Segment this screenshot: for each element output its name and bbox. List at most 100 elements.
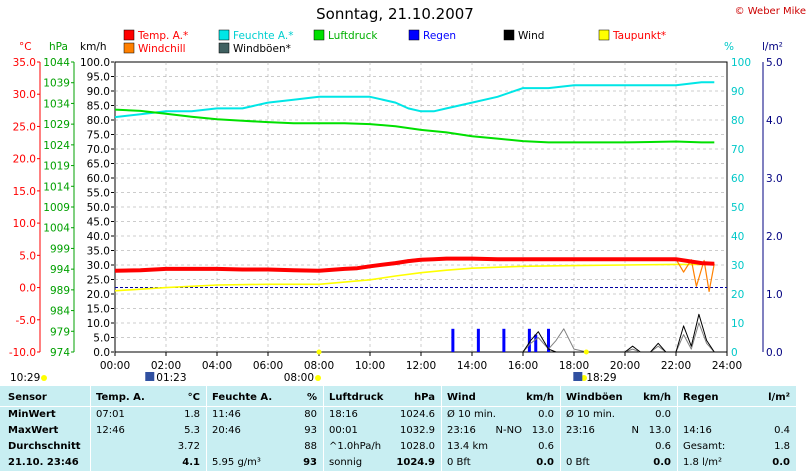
pressure-line <box>114 108 715 144</box>
stats-cell-value: 88 <box>304 441 317 452</box>
wind-line <box>522 313 715 353</box>
wind-tick-label: 10.0 <box>87 318 110 330</box>
pressure-tick-label: 979 <box>50 326 70 338</box>
wind-tick-label: 25.0 <box>87 275 110 287</box>
x-tick-label: 22:00 <box>661 360 691 372</box>
temp-tick-label: -10.0 <box>9 347 36 359</box>
rain-bar <box>502 328 506 352</box>
stats-divider <box>560 386 561 471</box>
humidity-tick-label: 90 <box>731 86 744 98</box>
gust-line <box>522 322 715 353</box>
dewpoint-line <box>114 263 715 292</box>
stats-header-label: Windböen <box>566 392 623 403</box>
sunset-sun-icon <box>581 375 587 381</box>
wind-tick-label: 100.0 <box>80 57 110 69</box>
sunrise-label: 08:00 <box>284 372 314 384</box>
stats-divider <box>677 386 678 471</box>
stats-cell-note: 20:46 <box>212 425 241 436</box>
stats-header-unit: % <box>306 392 317 403</box>
temp-tick-label: 35.0 <box>13 57 36 69</box>
stats-header-unit: hPa <box>414 392 435 403</box>
sunset-label: 18:29 <box>586 372 616 384</box>
stats-header-label: Temp. A. <box>96 392 145 403</box>
stats-cell-value: 0.6 <box>538 441 554 452</box>
temp-tick-label: 25.0 <box>13 121 36 133</box>
stats-cell-note: 1.8 l/m² <box>683 457 722 468</box>
wind-tick-label: 75.0 <box>87 130 110 142</box>
stats-cell-direction: N <box>631 425 639 436</box>
humidity-tick-label: 10 <box>731 318 744 330</box>
rain-tick-label: 3.0 <box>766 173 783 185</box>
stats-cell-value: 3.72 <box>177 441 200 452</box>
sun-moon-markers: 10:29 01:23 08:00 18:29 <box>10 349 617 384</box>
pressure-axis-unit: hPa <box>49 41 68 53</box>
legend-label: Windböen* <box>233 43 291 55</box>
stats-header-label: Wind <box>447 392 476 403</box>
weather-chart: Temp. A.* Feuchte A.* Luftdruck Regen Wind Ta… <box>9 29 783 384</box>
x-tick-label: 14:00 <box>457 360 487 372</box>
stats-cell-note: 00:01 <box>329 425 358 436</box>
x-tick-label: 18:00 <box>559 360 589 372</box>
stats-cell-note: 18:16 <box>329 409 358 420</box>
legend-label: Taupunkt* <box>612 30 666 42</box>
rain-tick-label: 5.0 <box>766 57 783 69</box>
wind-tick-label: 50.0 <box>87 202 110 214</box>
sunrise-sun-icon <box>315 375 321 381</box>
stats-cell-value: 0.4 <box>774 425 790 436</box>
pressure-tick-label: 1009 <box>43 202 70 214</box>
temp-tick-label: -5.0 <box>16 315 37 327</box>
humidity-tick-label: 100 <box>731 57 751 69</box>
x-tick-label: 20:00 <box>610 360 640 372</box>
series <box>114 81 727 353</box>
stats-row-label: Durchschnitt <box>8 441 81 452</box>
legend-label: Windchill <box>138 43 186 55</box>
wind-tick-label: 5.0 <box>93 333 110 345</box>
wind-tick-label: 35.0 <box>87 246 110 258</box>
pressure-tick-label: 999 <box>50 243 70 255</box>
stats-cell-value: 1.8 <box>184 409 200 420</box>
x-tick-label: 16:00 <box>508 360 538 372</box>
legend-swatch <box>123 42 135 54</box>
stats-header-label: Luftdruck <box>329 392 384 403</box>
legend-swatch <box>503 29 515 41</box>
stats-cell-note: 07:01 <box>96 409 125 420</box>
stats-cell-value: 80 <box>304 409 317 420</box>
humidity-tick-label: 30 <box>731 260 744 272</box>
temp-tick-label: 0.0 <box>19 283 36 295</box>
temp-axis-unit: °C <box>19 41 32 53</box>
stats-cell-value: 0.0 <box>653 457 671 468</box>
wind-tick-label: 85.0 <box>87 101 110 113</box>
pressure-tick-label: 1024 <box>43 140 70 152</box>
moonset-label: 10:29 <box>10 372 40 384</box>
x-tick-label: 08:00 <box>304 360 334 372</box>
stats-header-divider <box>0 406 796 407</box>
pressure-tick-label: 1014 <box>43 181 70 193</box>
axes: 35.0 30.0 25.0 20.0 15.0 10.0 5.0 0.0 -5.0 -10.0 1… <box>9 57 783 359</box>
stats-cell-direction: N-NO <box>495 425 522 436</box>
stats-cell-value: 4.1 <box>182 457 200 468</box>
pressure-tick-label: 989 <box>50 285 70 297</box>
temp-tick-label: 30.0 <box>13 89 36 101</box>
stats-cell-value: 1.8 <box>774 441 790 452</box>
wind-tick-label: 90.0 <box>87 86 110 98</box>
legend-label: Regen <box>423 30 456 42</box>
pressure-tick-label: 1039 <box>43 78 70 90</box>
pressure-tick-label: 1029 <box>43 119 70 131</box>
stats-divider <box>323 386 324 471</box>
humidity-tick-label: 80 <box>731 115 744 127</box>
legend-label: Wind <box>518 30 544 42</box>
stats-cell-value: 0.0 <box>538 409 554 420</box>
wind-tick-label: 70.0 <box>87 144 110 156</box>
wind-tick-label: 45.0 <box>87 217 110 229</box>
wind-tick-label: 80.0 <box>87 115 110 127</box>
x-tick-label: 06:00 <box>253 360 283 372</box>
stats-cell-note: 23:16 <box>566 425 595 436</box>
stats-cell-note: 12:46 <box>96 425 125 436</box>
stats-header-unit: °C <box>187 392 200 403</box>
stats-cell-note: 5.95 g/m³ <box>212 457 261 468</box>
legend: Temp. A.* Feuchte A.* Luftdruck Regen Wind Ta… <box>123 29 666 55</box>
x-tick-label: 02:00 <box>151 360 181 372</box>
rain-tick-label: 1.0 <box>766 289 783 301</box>
rain-tick-label: 0.0 <box>766 347 783 359</box>
rain-tick-label: 4.0 <box>766 115 783 127</box>
